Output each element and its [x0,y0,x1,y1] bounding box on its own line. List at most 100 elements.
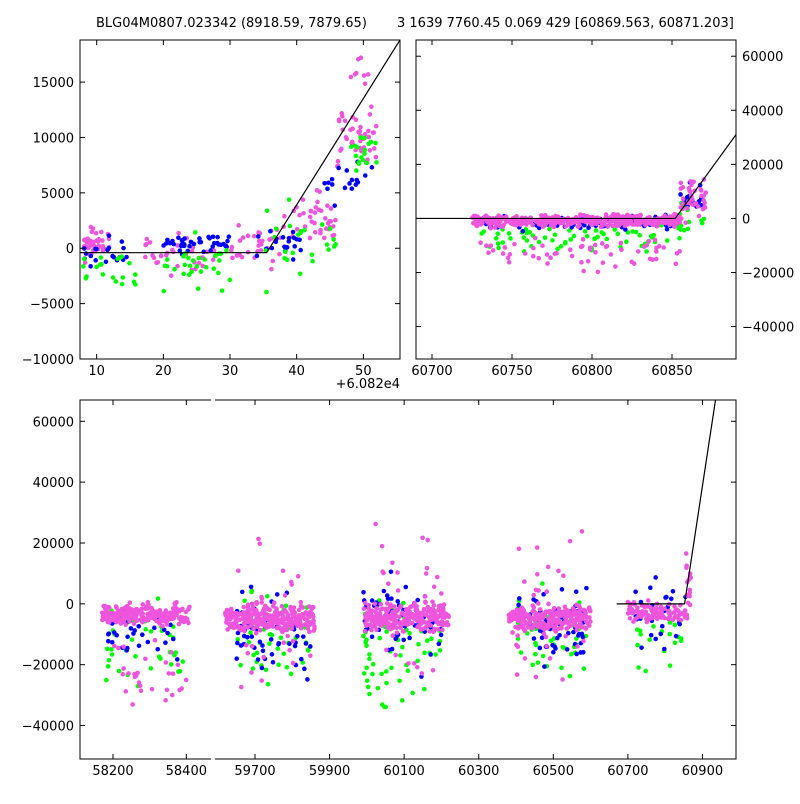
blue-point [226,234,232,240]
green-point [203,264,209,270]
pink-point [174,612,179,618]
x-tick-label: 60300 [458,764,499,779]
pink-point [307,235,313,241]
green-point [362,151,367,156]
blue-point [174,657,180,662]
pink-point [281,625,286,631]
green-point [358,135,364,140]
pink-point [256,622,262,627]
pink-point [394,608,400,614]
blue-point [580,634,586,640]
green-point [224,248,229,253]
pink-point [679,611,685,616]
pink-point [373,521,378,527]
pink-point [325,203,330,209]
pink-point [564,607,569,613]
pink-point [270,603,276,609]
blue-point [520,228,526,234]
green-point [361,633,366,639]
pink-point [274,609,280,615]
pink-point [147,240,153,245]
pink-point [545,261,550,266]
blue-point [290,257,296,262]
pink-point [249,612,254,617]
pink-point [523,220,529,226]
pink-point [127,609,133,615]
green-point [521,235,526,240]
x-tick-label: 40 [288,364,305,379]
green-point [298,230,303,236]
green-point [216,270,221,276]
blue-point [257,639,263,645]
pink-point [561,573,566,579]
pink-point [409,603,415,609]
blue-point [322,180,327,186]
pink-point [417,610,422,616]
green-point [624,239,629,245]
pink-point [685,600,691,606]
blue-point [361,590,366,595]
blue-point [206,234,211,240]
pink-point [330,224,336,229]
pink-point [236,223,241,228]
blue-point [269,652,275,657]
pink-point [106,620,112,625]
pink-point [232,614,237,620]
pink-point [145,599,151,605]
green-point [172,266,177,272]
blue-point [436,641,442,647]
pink-point [104,614,110,620]
pink-point [422,599,428,605]
green-point [168,662,174,667]
pink-point [500,251,506,256]
blue-point [177,248,183,253]
pink-point [307,629,312,635]
pink-point [421,608,426,614]
pink-point [285,633,290,639]
green-point [83,276,89,281]
green-point [384,629,389,634]
blue-point [197,236,202,241]
pink-point [100,238,105,243]
green-point [276,662,281,668]
blue-point [673,633,679,639]
green-point [309,252,315,257]
green-point [615,231,621,237]
pink-point [549,614,555,619]
pink-point [613,264,618,269]
blue-point [88,253,94,259]
pink-point [562,615,568,620]
pink-point [170,610,175,615]
green-point [275,646,281,651]
pink-point [123,622,129,627]
green-point [364,665,369,671]
x-tick-label: 60700 [411,364,452,379]
pink-point [386,615,391,620]
pink-point [137,683,143,689]
top-left-points [81,55,379,295]
pink-point [522,656,528,661]
green-point [536,239,542,245]
green-point [105,664,111,669]
green-point [186,255,191,261]
pink-point [515,633,520,638]
green-point [264,208,270,214]
pink-point [178,614,184,620]
pink-point [175,263,180,269]
green-point [379,671,384,677]
green-point [630,229,635,234]
pink-point [530,253,536,259]
pink-point [377,613,383,619]
pink-point [280,568,286,574]
pink-point [166,671,172,676]
blue-point [152,625,157,631]
green-point [182,262,188,268]
green-point [120,275,126,280]
axis-break-bottom [211,757,215,761]
blue-point [670,589,676,594]
pink-point [245,249,251,255]
green-point [132,272,138,277]
blue-point [255,657,261,662]
blue-point [389,596,394,601]
left-plot-title: BLG04M0807.023342 (8918.59, 7879.65) [96,16,367,31]
